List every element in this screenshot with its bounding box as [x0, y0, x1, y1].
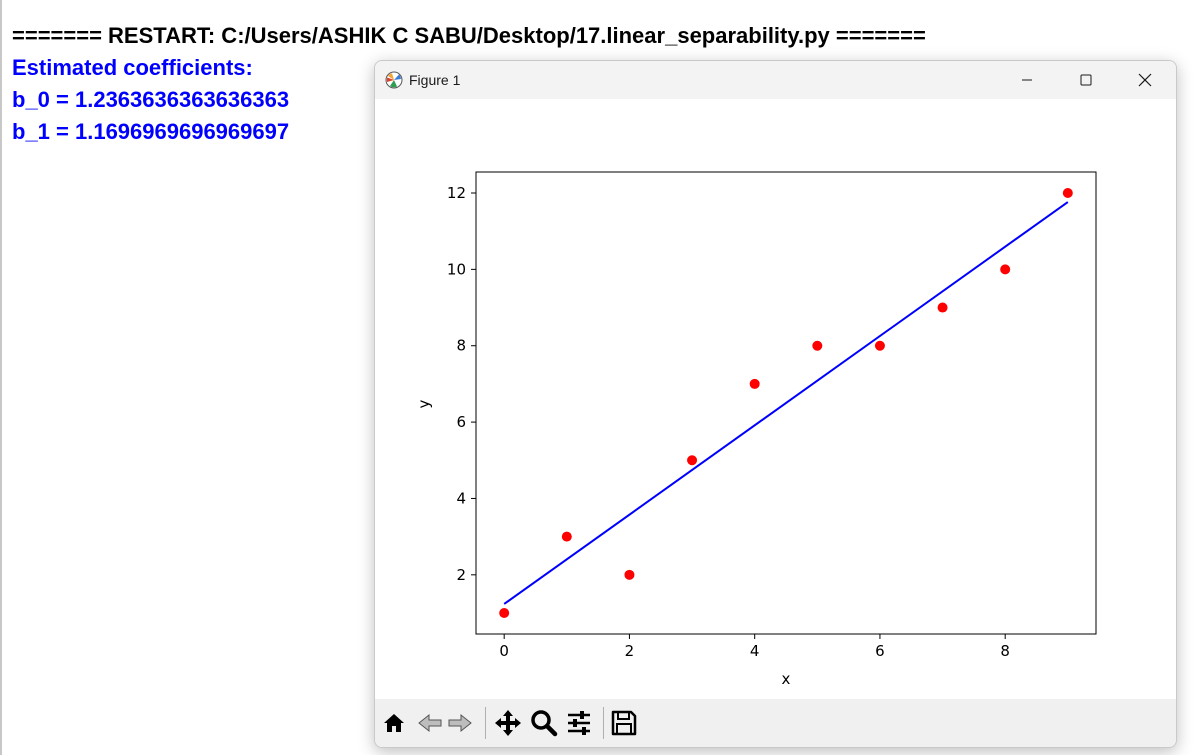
forward-button[interactable] [445, 708, 475, 738]
figure-canvas[interactable]: 0 2 4 6 8 2 4 6 8 10 12 x y [375, 99, 1176, 699]
y-tick-label: 12 [447, 184, 466, 202]
y-tick-label: 6 [456, 413, 466, 431]
data-point [1000, 264, 1011, 275]
y-axis-label: y [415, 399, 433, 408]
toolbar-separator [485, 707, 486, 739]
back-icon [418, 713, 442, 733]
maximize-button[interactable] [1057, 61, 1115, 99]
data-point [499, 608, 510, 618]
pan-icon [495, 710, 521, 736]
data-point [749, 378, 760, 389]
minimize-icon [1022, 79, 1032, 81]
title-bar[interactable]: Figure 1 [375, 61, 1176, 99]
data-point [624, 569, 635, 580]
back-button[interactable] [415, 708, 445, 738]
x-tick-label: 2 [625, 642, 635, 660]
x-tick-label: 0 [499, 642, 509, 660]
toolbar-separator [603, 707, 604, 739]
y-tick-label: 8 [456, 337, 466, 355]
scatter-plot: 0 2 4 6 8 2 4 6 8 10 12 x y [415, 171, 1097, 688]
forward-icon [448, 713, 472, 733]
subplots-button[interactable] [564, 708, 594, 738]
data-point [874, 340, 885, 351]
y-tick-label: 10 [447, 260, 466, 278]
figure-window[interactable]: Figure 1 0 2 4 6 8 2 4 6 8 10 12 x y [374, 60, 1177, 748]
home-button[interactable] [379, 708, 409, 738]
regression-line [503, 201, 1069, 605]
home-icon [384, 714, 404, 732]
data-point [937, 302, 948, 313]
close-button[interactable] [1116, 61, 1174, 99]
x-axis-label: x [782, 670, 791, 688]
window-title: Figure 1 [409, 72, 461, 88]
data-point [687, 455, 698, 466]
minimize-button[interactable] [998, 61, 1056, 99]
pan-button[interactable] [493, 708, 523, 738]
output-line: b_1 = 1.1696969696969697 [12, 119, 290, 144]
save-icon [611, 710, 637, 736]
save-button[interactable] [609, 708, 639, 738]
subplots-icon [568, 711, 590, 735]
navigation-toolbar [375, 699, 1176, 747]
data-point [561, 531, 572, 542]
data-point [812, 340, 823, 351]
zoom-button[interactable] [529, 708, 559, 738]
y-tick-label: 4 [456, 489, 466, 507]
matplotlib-logo-icon [385, 71, 403, 89]
x-tick-label: 4 [750, 642, 760, 660]
restart-banner: ======= RESTART: C:/Users/ASHIK C SABU/D… [12, 23, 926, 48]
zoom-icon [531, 710, 558, 737]
output-line: b_0 = 1.2363636363636363 [12, 87, 290, 112]
data-point [1062, 188, 1073, 198]
x-tick-label: 8 [1000, 642, 1010, 660]
x-tick-label: 6 [875, 642, 885, 660]
close-icon [1138, 73, 1152, 87]
maximize-icon [1080, 74, 1092, 86]
output-line: Estimated coefficients: [12, 55, 253, 80]
y-tick-label: 2 [456, 566, 466, 584]
